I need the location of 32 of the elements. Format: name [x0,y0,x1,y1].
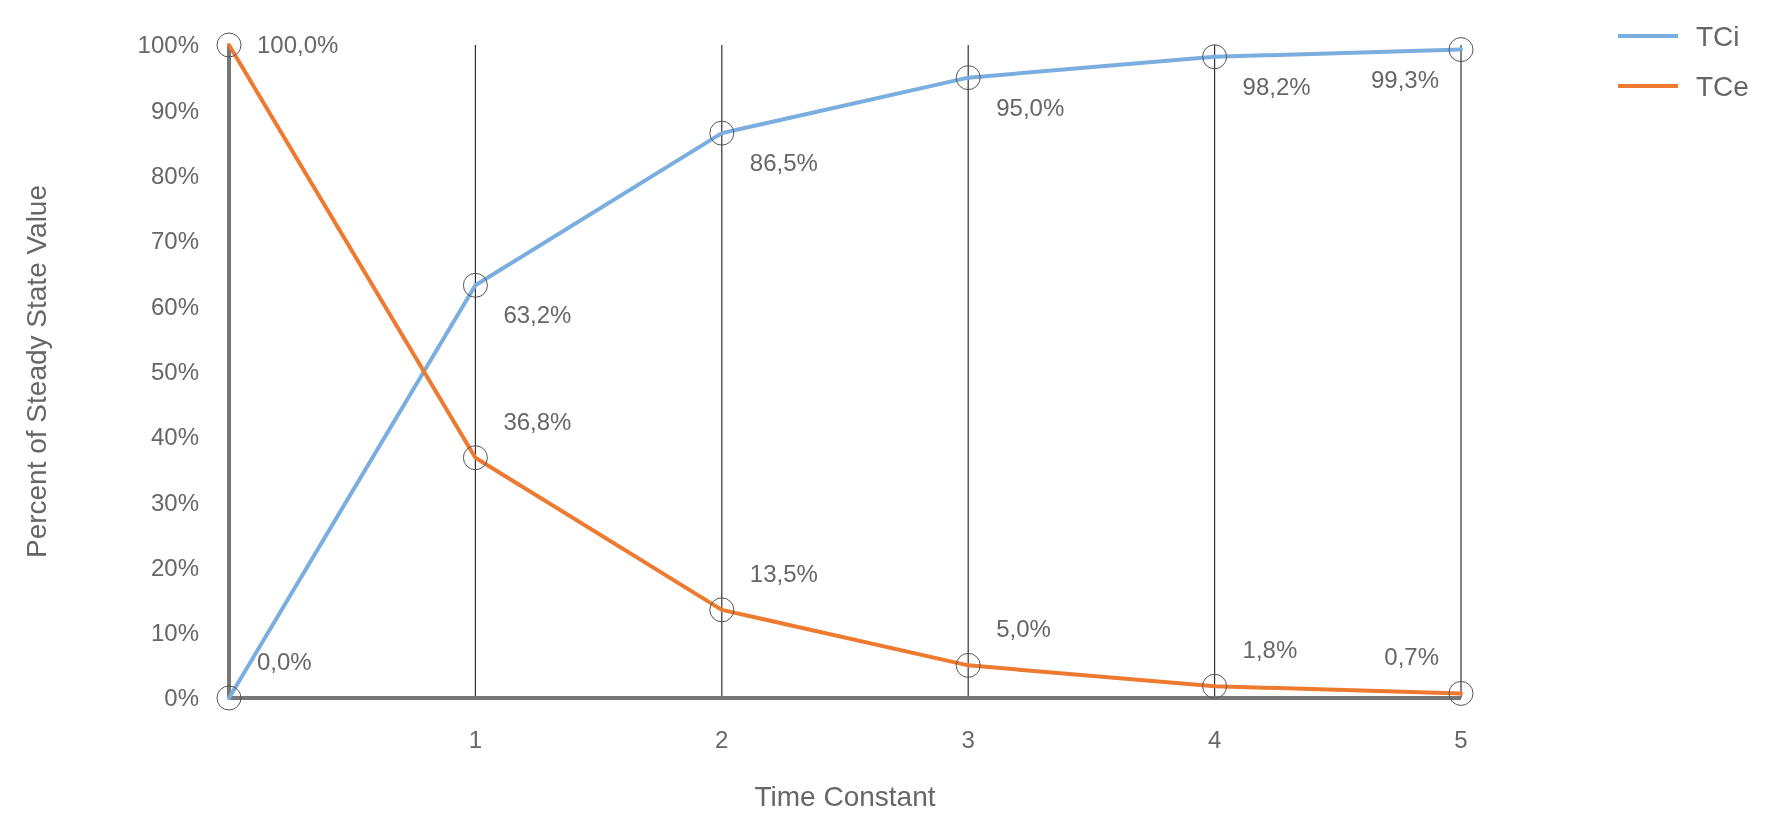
legend-label: TCi [1696,20,1740,52]
x-tick-label: 1 [468,726,483,753]
x-tick-label: 3 [961,726,975,753]
y-tick-label: 20% [150,553,199,581]
data-label: 36,8% [503,407,572,435]
y-tick-label: 50% [150,357,199,385]
y-tick-label: 60% [150,292,199,320]
y-tick-label: 70% [150,227,199,255]
x-tick-label: 5 [1454,726,1468,753]
y-tick-label: 100% [137,31,199,59]
y-tick-label: 10% [150,619,199,647]
data-label: 13,5% [749,559,818,587]
y-tick-label: 0% [164,684,199,712]
data-label: 100,0% [257,31,339,58]
data-label: 86,5% [749,149,818,177]
data-label: 0,7% [1384,643,1439,671]
x-axis-title: Time Constant [754,781,936,812]
y-tick-label: 90% [150,96,199,124]
data-label: 5,0% [996,615,1051,643]
y-tick-label: 30% [150,488,199,516]
x-tick-label: 2 [715,726,729,753]
x-tick-label: 4 [1207,726,1222,753]
data-label: 1,8% [1242,636,1298,664]
y-axis-title: Percent of Steady State Value [21,184,52,559]
data-label: 99,3% [1370,65,1439,93]
data-label: 95,0% [996,93,1065,121]
y-tick-label: 80% [150,162,199,189]
data-label: 98,2% [1242,72,1311,100]
legend-label: TCe [1696,70,1749,102]
data-label: 0,0% [257,648,312,675]
y-tick-label: 40% [150,423,199,451]
data-label: 63,2% [503,301,572,329]
